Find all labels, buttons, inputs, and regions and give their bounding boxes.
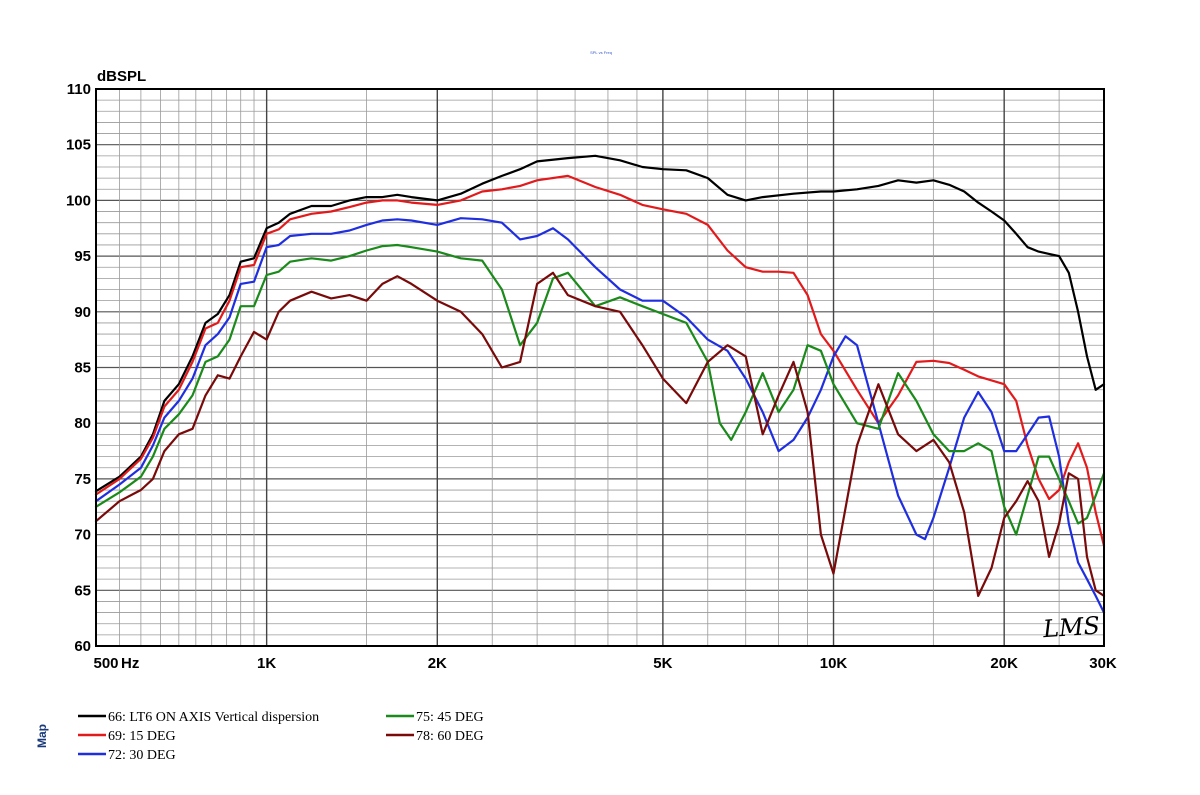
- x-axis-unit-label: Hz: [121, 655, 139, 672]
- y-tick-label: 80: [74, 415, 91, 432]
- lms-logo: LMS: [1041, 611, 1101, 643]
- legend-label: 78: 60 DEG: [416, 729, 484, 744]
- legend: 66: LT6 ON AXIS Vertical dispersion 69: 1…: [78, 710, 484, 763]
- y-tick-label: 100: [66, 192, 91, 209]
- series-line-2: [94, 174, 1106, 547]
- y-tick-label: 60: [74, 638, 91, 655]
- series-line-1: [94, 154, 1106, 493]
- legend-label: 75: 45 DEG: [416, 710, 484, 725]
- side-map-label: Map: [35, 724, 49, 748]
- y-tick-label: 70: [74, 527, 91, 544]
- x-tick-labels: 500 1K 2K 5K 10K 20K 30K: [93, 655, 1116, 672]
- y-tick-label: 85: [74, 360, 91, 377]
- y-tick-label: 105: [66, 137, 91, 154]
- y-tick-label: 65: [74, 582, 91, 599]
- y-tick-label: 110: [67, 81, 91, 98]
- x-tick-label: 500: [93, 655, 118, 672]
- chart-title: SPL vs Freq: [590, 50, 612, 55]
- series-line-5: [94, 271, 1106, 597]
- plot-frame: [95, 88, 1105, 647]
- x-tick-label: 10K: [820, 655, 848, 672]
- x-tick-label: 5K: [653, 655, 672, 672]
- legend-label: 72: 30 DEG: [108, 748, 176, 763]
- legend-label: 66: LT6 ON AXIS Vertical dispersion: [108, 710, 319, 725]
- x-tick-label: 20K: [990, 655, 1018, 672]
- x-tick-label: 1K: [257, 655, 276, 672]
- y-tick-label: 90: [74, 304, 91, 321]
- x-tick-label: 2K: [428, 655, 447, 672]
- y-tick-label: 75: [74, 471, 91, 488]
- series-line-4: [94, 243, 1106, 536]
- y-tick-label: 95: [74, 248, 91, 265]
- plot-grid: [96, 89, 1104, 646]
- series-line-3: [94, 217, 1106, 614]
- series-lines: [94, 154, 1106, 614]
- legend-label: 69: 15 DEG: [108, 729, 176, 744]
- y-tick-labels: 60 65 70 75 80 85 90 95 100 105 110: [66, 81, 91, 655]
- x-tick-label: 30K: [1089, 655, 1117, 672]
- y-axis-label: dBSPL: [97, 68, 146, 85]
